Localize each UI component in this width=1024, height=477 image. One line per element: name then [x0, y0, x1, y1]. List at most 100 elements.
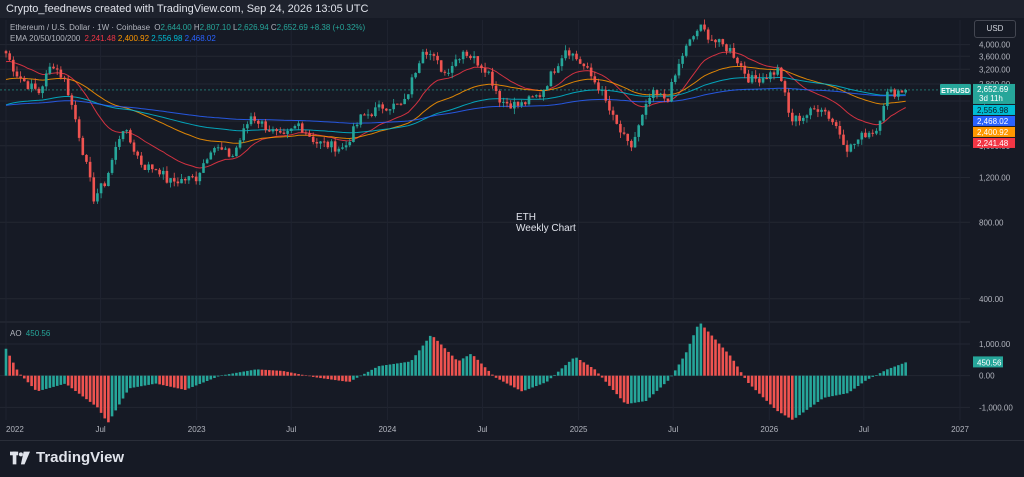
- candle-body: [202, 163, 205, 173]
- ao-bar: [154, 375, 158, 384]
- price-tick-label: 400.00: [979, 295, 1004, 304]
- candle-body: [63, 77, 66, 79]
- candle-body: [396, 103, 399, 105]
- ao-bar: [655, 375, 659, 391]
- ao-bar: [293, 373, 297, 376]
- candle-body: [582, 63, 586, 67]
- ao-bar: [191, 375, 194, 387]
- candle-body: [110, 159, 114, 173]
- candle-body: [216, 147, 220, 149]
- time-tick-label: Jul: [286, 425, 296, 434]
- ao-bar: [560, 368, 564, 376]
- candle-body: [403, 98, 406, 105]
- ao-bar: [202, 375, 205, 383]
- candle-body: [615, 114, 619, 124]
- candle-body: [564, 50, 567, 59]
- candle-body: [798, 115, 801, 121]
- candle-body: [191, 176, 194, 178]
- candle-body: [447, 72, 450, 74]
- candle-body: [198, 172, 202, 182]
- candle-body: [542, 89, 545, 97]
- candle-body: [710, 39, 714, 41]
- ao-bar: [717, 343, 721, 376]
- ohlc-open: O2,644.00: [154, 23, 192, 32]
- candle-body: [578, 59, 582, 64]
- ao-bar: [140, 375, 143, 387]
- ao-bar: [556, 371, 560, 376]
- candle-body: [593, 76, 597, 83]
- ao-value: 450.56: [25, 329, 51, 338]
- candle-body: [399, 103, 403, 105]
- ao-bar: [85, 375, 88, 400]
- candle-body: [732, 47, 736, 58]
- ao-bar: [103, 375, 107, 419]
- candle-body: [454, 59, 458, 66]
- candle-body: [505, 101, 509, 104]
- ao-bar: [509, 375, 512, 386]
- candle-body: [889, 89, 893, 92]
- ao-bar: [516, 375, 520, 390]
- candle-body: [15, 71, 19, 77]
- time-tick-label: 2025: [570, 425, 588, 434]
- candle-body: [904, 89, 907, 93]
- ao-bar: [765, 375, 768, 401]
- ao-bar: [4, 348, 8, 376]
- ema-price-label: [973, 137, 1015, 148]
- currency-button[interactable]: USD: [974, 20, 1016, 38]
- candle-body: [22, 78, 26, 82]
- candle-body: [571, 53, 575, 56]
- ao-bar: [41, 375, 44, 390]
- candle-body: [249, 116, 253, 125]
- candle-body: [553, 71, 556, 73]
- ao-bar: [783, 375, 787, 416]
- ao-bar: [487, 370, 491, 376]
- candle-body: [169, 178, 172, 183]
- candle-body: [220, 147, 224, 150]
- tradingview-brand[interactable]: TradingView: [10, 449, 124, 466]
- candle-body: [469, 55, 472, 59]
- candle-body: [611, 110, 615, 115]
- ao-bar: [491, 374, 494, 376]
- ao-bar: [44, 375, 48, 389]
- candle-body: [304, 132, 308, 134]
- ao-bar: [545, 375, 549, 382]
- candle-body: [88, 161, 92, 178]
- ao-bar: [889, 367, 893, 376]
- ao-bar: [754, 375, 758, 391]
- ao-bar: [553, 374, 556, 376]
- candle-body: [780, 67, 783, 82]
- ao-bar: [714, 339, 717, 376]
- candle-body: [278, 130, 282, 133]
- ema-price-label: [973, 115, 1015, 126]
- ao-bar: [264, 369, 267, 376]
- ao-bar: [871, 375, 875, 377]
- brand-name: TradingView: [36, 449, 125, 466]
- ao-bar: [74, 375, 77, 391]
- ao-bar: [688, 343, 692, 376]
- candle-body: [619, 123, 622, 133]
- ao-bar: [66, 375, 70, 386]
- ao-bar: [823, 375, 827, 398]
- ao-bar: [524, 375, 527, 391]
- candle-body: [425, 51, 428, 55]
- ao-bar: [483, 367, 487, 376]
- price-chart[interactable]: 4,000.003,600.003,200.002,800.002,400.00…: [0, 18, 1024, 440]
- candle-body: [487, 71, 491, 73]
- candle-body: [92, 177, 96, 202]
- ema-price-text: 2,468.02: [977, 117, 1009, 126]
- ema-price-text: 2,241.48: [977, 139, 1009, 148]
- candle-body: [410, 77, 414, 95]
- ao-bar: [205, 375, 209, 381]
- ao-bar: [630, 375, 633, 404]
- candle-body: [516, 101, 520, 106]
- ao-bar: [531, 375, 534, 388]
- time-tick-label: 2022: [6, 425, 24, 434]
- ao-bar: [728, 355, 732, 376]
- ao-bar: [363, 373, 366, 376]
- candle-body: [893, 89, 896, 97]
- ao-bar: [81, 375, 85, 397]
- candle-body: [520, 102, 523, 106]
- ao-bar: [439, 344, 443, 376]
- ao-bar: [608, 375, 611, 386]
- candle-body: [300, 123, 304, 133]
